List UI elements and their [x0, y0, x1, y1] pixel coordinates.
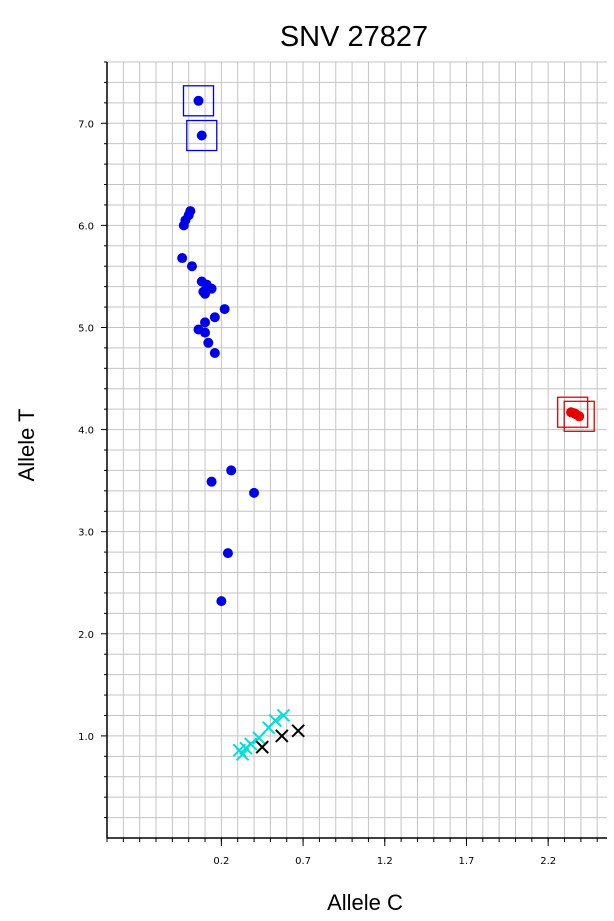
data-point: [570, 409, 581, 420]
data-point: [222, 548, 233, 559]
y-tick-label: 1.0: [78, 732, 94, 743]
y-tick-label: 7.0: [78, 119, 94, 130]
data-point: [200, 317, 211, 328]
data-point: [203, 337, 214, 348]
highlight-box: [182, 85, 215, 117]
data-point: [200, 288, 211, 299]
data-point: [249, 487, 260, 498]
data-point: [216, 596, 227, 607]
x-tick-label: 1.2: [377, 856, 393, 867]
data-point: [177, 253, 188, 264]
data-point: [178, 220, 189, 231]
highlight-box: [563, 400, 595, 432]
data-point: [209, 348, 220, 358]
x-tick-label: 0.2: [213, 856, 229, 867]
highlight-box: [186, 119, 218, 152]
data-point: [219, 304, 230, 315]
y-tick-label: 2.0: [78, 630, 94, 641]
data-point: [186, 261, 197, 272]
x-tick-label: 1.7: [459, 856, 475, 867]
x-tick-label: 2.2: [540, 856, 556, 867]
data-point: [196, 130, 207, 141]
y-tick-label: 4.0: [78, 426, 94, 437]
y-tick-label: 3.0: [78, 528, 94, 539]
data-point-x: [276, 708, 291, 723]
chart-title: SNV 27827: [280, 21, 428, 53]
x-axis-label: Allele C: [327, 890, 403, 915]
data-point-x: [244, 737, 258, 751]
data-point: [200, 327, 211, 338]
plot-area: 1.0 2.0 3.0 4.0 5.0 6.0 7.0 0.2 0.7 1.2 1.7 2.2: [78, 61, 607, 867]
data-point: [193, 95, 204, 106]
data-point-x: [252, 731, 266, 745]
data-point-x: [291, 724, 305, 738]
data-point-x: [255, 740, 269, 754]
y-tick-label: 5.0: [78, 323, 94, 334]
data-point: [206, 476, 217, 487]
data-point-x: [275, 729, 289, 743]
data-point: [226, 465, 237, 476]
x-tick-label: 0.7: [295, 856, 311, 867]
data-point: [209, 312, 220, 323]
y-tick-label: 6.0: [78, 221, 94, 232]
highlight-box: [557, 396, 589, 428]
y-axis-label: Allele T: [14, 409, 39, 482]
data-point-x: [268, 713, 283, 728]
